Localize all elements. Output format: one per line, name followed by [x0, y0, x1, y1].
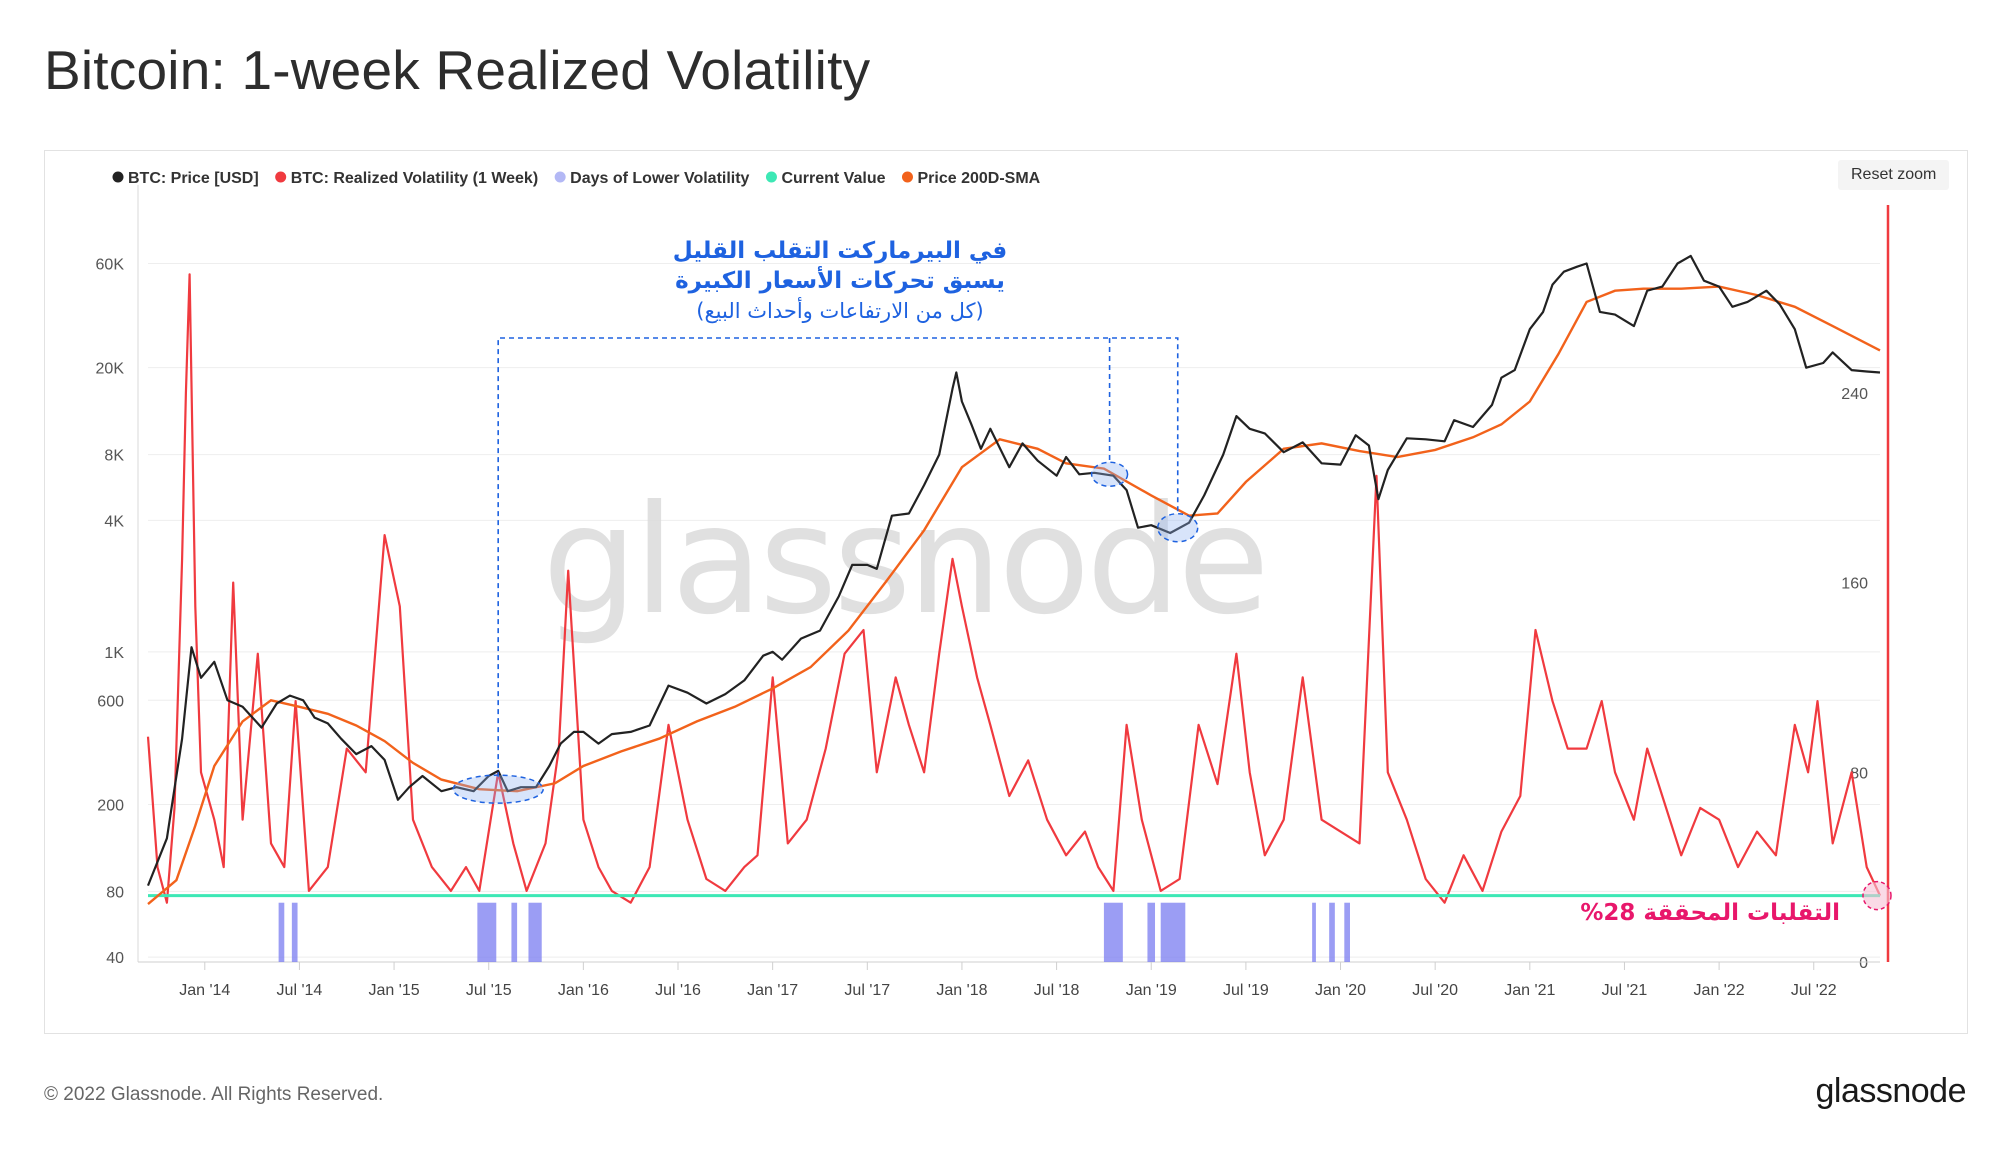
x-tick-label: Jan '14 [179, 982, 230, 999]
page-title: Bitcoin: 1-week Realized Volatility [44, 39, 871, 101]
price-line [146, 254, 1881, 887]
lower-volatility-band [511, 902, 518, 962]
y-right-tick-label: 240 [1841, 386, 1868, 403]
y-left-tick-label: 4K [104, 513, 124, 530]
reset-zoom-button[interactable]: Reset zoom [1838, 160, 1950, 190]
legend-marker [901, 171, 913, 183]
annotation-line-1: في البيرماركت التقلب القليل [672, 238, 1008, 264]
x-tick-label: Jan '17 [747, 982, 798, 999]
x-tick-label: Jul '15 [466, 982, 512, 999]
volatility-line [146, 273, 1881, 904]
lower-volatility-band [1160, 902, 1186, 962]
legend-label: Current Value [781, 170, 885, 187]
lower-volatility-band [1312, 902, 1316, 962]
legend-marker [275, 171, 287, 183]
legend-marker [112, 171, 124, 183]
y-left-tick-label: 20K [96, 361, 125, 378]
x-tick-label: Jul '20 [1412, 982, 1458, 999]
x-tick-label: Jul '16 [655, 982, 701, 999]
current-value-marker [1862, 880, 1892, 911]
watermark: glassnode [542, 474, 1265, 648]
x-tick-label: Jul '14 [277, 982, 323, 999]
x-tick-label: Jul '22 [1791, 982, 1837, 999]
glassnode-logo[interactable]: glassnode [1815, 1072, 1966, 1110]
x-tick-label: Jan '21 [1504, 982, 1555, 999]
annotation-ellipse [1090, 461, 1129, 488]
annotation-line-3: (كل من الارتفاعات وأحداث البيع) [696, 299, 984, 323]
x-tick-label: Jan '22 [1694, 982, 1745, 999]
legend-label: BTC: Realized Volatility (1 Week) [291, 170, 538, 187]
y-left-tick-label: 600 [97, 693, 124, 710]
sma200-line [147, 285, 1881, 906]
annotation-bracket [497, 337, 1179, 778]
y-left-tick-label: 60K [96, 256, 125, 273]
legend-label: BTC: Price [USD] [128, 170, 259, 187]
y-left-tick-label: 40 [106, 950, 124, 967]
x-tick-label: Jul '18 [1034, 982, 1080, 999]
x-tick-label: Jul '17 [844, 982, 890, 999]
lower-volatility-band [528, 902, 542, 962]
y-left-tick-label: 200 [97, 797, 124, 814]
bear-market-annotation: في البيرماركت التقلب القليل يسبق تحركات … [560, 236, 1120, 326]
copyright-text: © 2022 Glassnode. All Rights Reserved. [44, 1084, 384, 1105]
annotation-line-2: يسبق تحركات الأسعار الكبيرة [675, 268, 1005, 294]
x-tick-label: Jan '18 [936, 982, 987, 999]
y-left-tick-label: 1K [104, 645, 124, 662]
y-left-tick-label: 8K [104, 448, 124, 465]
x-tick-label: Jul '19 [1223, 982, 1269, 999]
annotation-ellipse [452, 774, 544, 804]
lower-volatility-band [1329, 902, 1335, 962]
current-volatility-callout: التقلبات المحققة 28% [1580, 900, 1840, 926]
x-tick-label: Jan '19 [1126, 982, 1177, 999]
x-tick-label: Jul '21 [1602, 982, 1648, 999]
lower-volatility-band [1344, 902, 1350, 962]
legend-label: Days of Lower Volatility [570, 170, 749, 187]
y-right-tick-label: 0 [1859, 955, 1868, 972]
y-right-tick-label: 80 [1850, 765, 1868, 782]
legend-marker [554, 171, 566, 183]
lower-volatility-band [1147, 902, 1156, 962]
lower-volatility-band [291, 902, 298, 962]
annotation-ellipse [1156, 512, 1199, 543]
y-left-tick-label: 80 [106, 884, 124, 901]
x-tick-label: Jan '15 [369, 982, 420, 999]
y-right-tick-label: 160 [1841, 576, 1868, 593]
legend-marker [765, 171, 777, 183]
lower-volatility-band [1103, 902, 1123, 962]
lower-volatility-band [477, 902, 497, 962]
x-tick-label: Jan '16 [558, 982, 609, 999]
chart-frame [44, 150, 1968, 1034]
lower-volatility-band [278, 902, 285, 962]
legend-label: Price 200D-SMA [917, 170, 1040, 187]
x-tick-label: Jan '20 [1315, 982, 1366, 999]
